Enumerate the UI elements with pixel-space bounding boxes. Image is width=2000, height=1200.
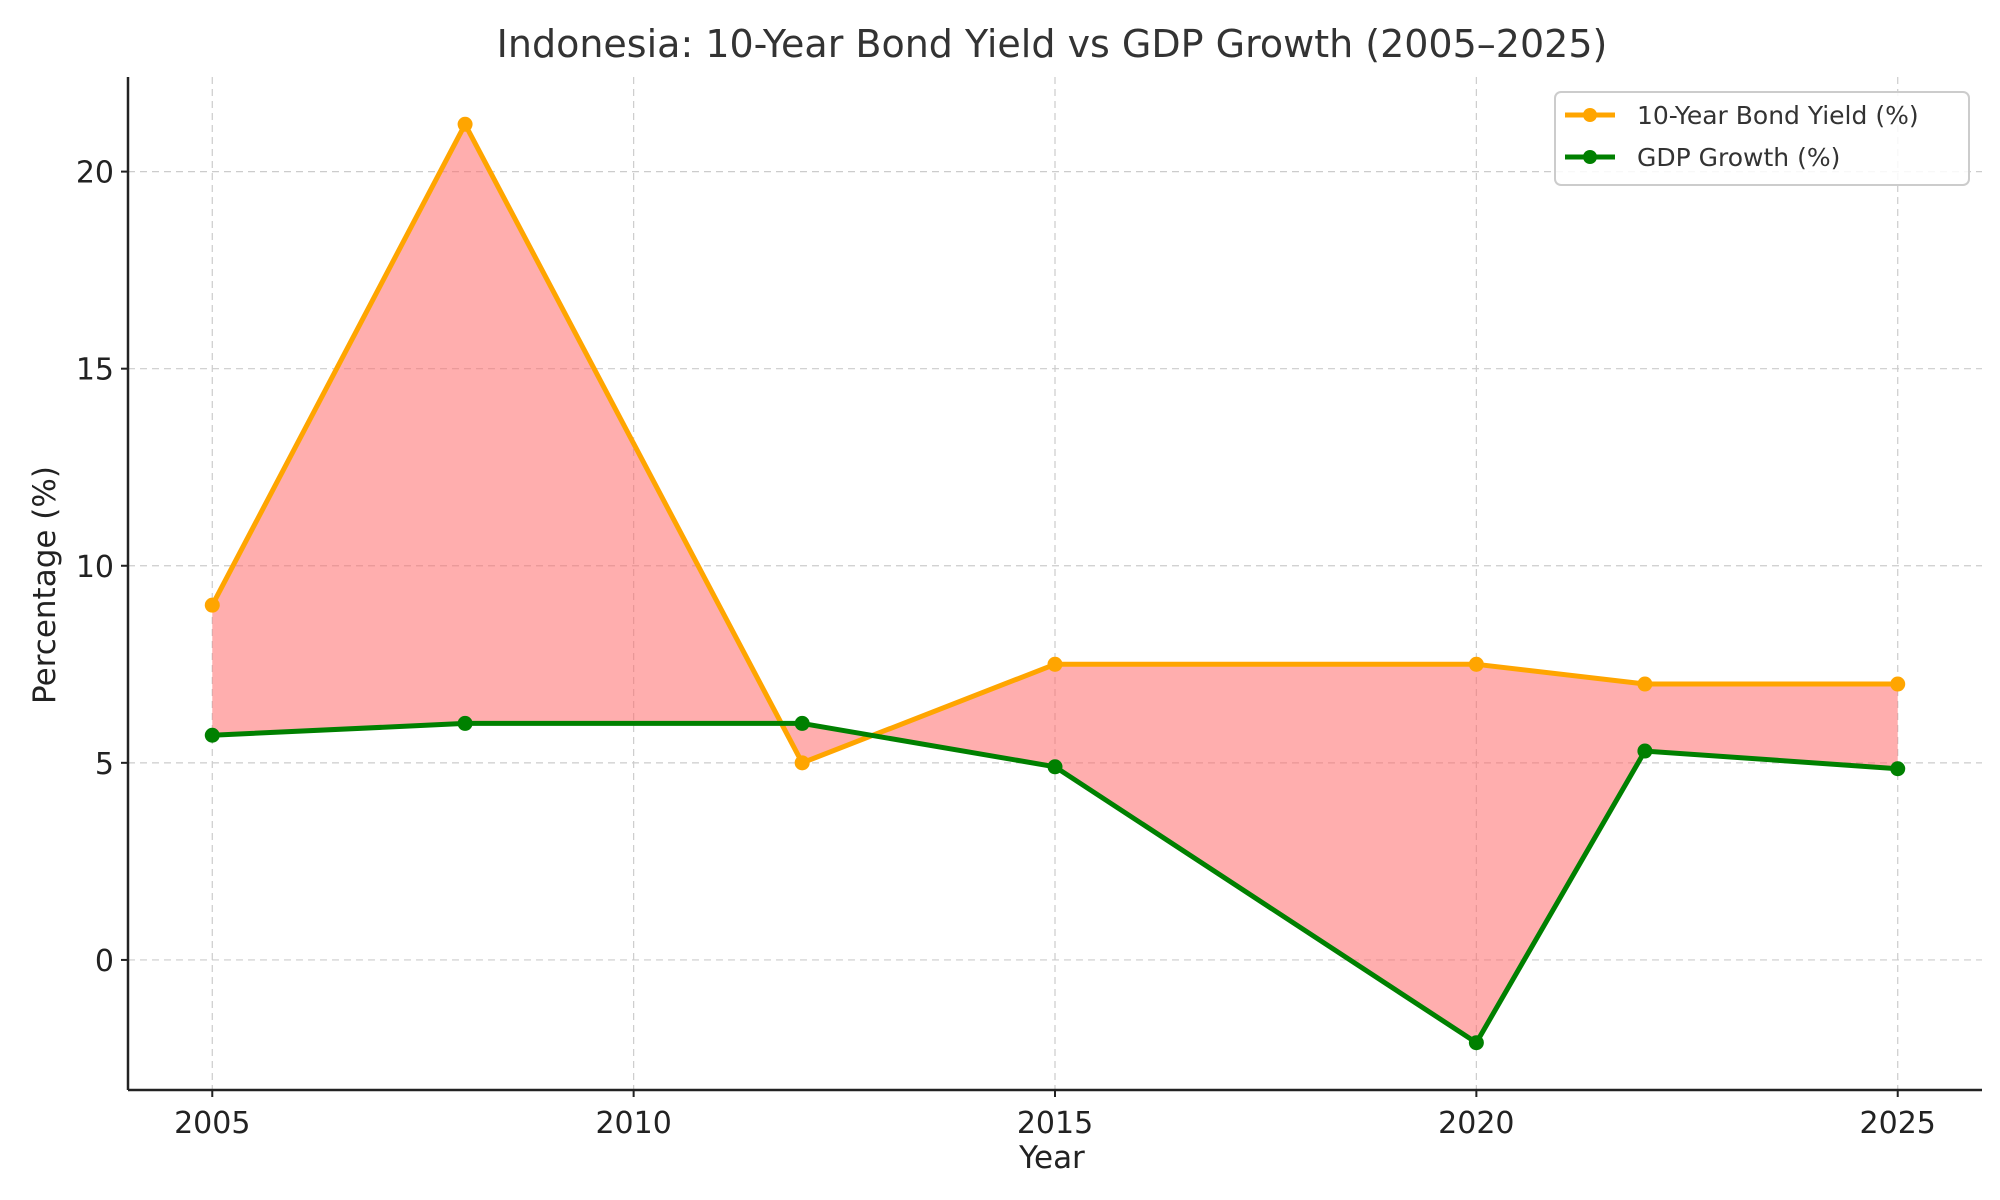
gdp-growth-point	[1468, 1035, 1484, 1051]
tick-labels: 2005 2010 2015 2020 2025 0 5 10 15 20	[76, 156, 1936, 1141]
legend: 10-Year Bond Yield (%) GDP Growth (%)	[1554, 91, 1970, 186]
bond-yield-point	[457, 116, 473, 132]
bond-yield-point	[1890, 676, 1906, 692]
y-tick-label: 10	[76, 550, 114, 585]
fill-between-area	[212, 124, 1898, 1043]
gdp-growth-point	[1047, 759, 1063, 775]
bond-yield-point	[204, 597, 220, 613]
gdp-growth-point	[1637, 743, 1653, 759]
fill-between-area	[212, 124, 1898, 1043]
bond-yield-legend-label: 10-Year Bond Yield (%)	[1637, 101, 1919, 130]
legend-frame	[1554, 91, 1970, 186]
x-tick-label: 2020	[1438, 1106, 1514, 1141]
gdp-growth-point	[457, 715, 473, 731]
gdp-growth-point	[1890, 761, 1906, 777]
chart-title: Indonesia: 10-Year Bond Yield vs GDP Gro…	[497, 22, 1608, 66]
bond-yield-legend-marker	[1583, 108, 1597, 122]
x-tick-label: 2025	[1860, 1106, 1936, 1141]
gdp-growth-legend-label: GDP Growth (%)	[1637, 143, 1840, 172]
gdp-growth-point	[204, 727, 220, 743]
series-lines	[204, 116, 1906, 1051]
y-tick-label: 0	[95, 944, 114, 979]
bond-yield-point	[794, 755, 810, 771]
x-axis-title: Year	[1018, 1140, 1085, 1176]
bond-yield-point	[1468, 656, 1484, 672]
y-axis-title: Percentage (%)	[27, 466, 63, 704]
gdp-growth-point	[794, 715, 810, 731]
y-tick-label: 20	[76, 156, 114, 191]
bond-yield-point	[1047, 656, 1063, 672]
x-tick-label: 2005	[174, 1106, 250, 1141]
bond-yield-point	[1637, 676, 1653, 692]
y-tick-label: 5	[95, 747, 114, 782]
y-tick-label: 15	[76, 353, 114, 388]
x-tick-label: 2010	[595, 1106, 671, 1141]
gdp-growth-legend-marker	[1583, 150, 1597, 164]
x-tick-label: 2015	[1017, 1106, 1093, 1141]
